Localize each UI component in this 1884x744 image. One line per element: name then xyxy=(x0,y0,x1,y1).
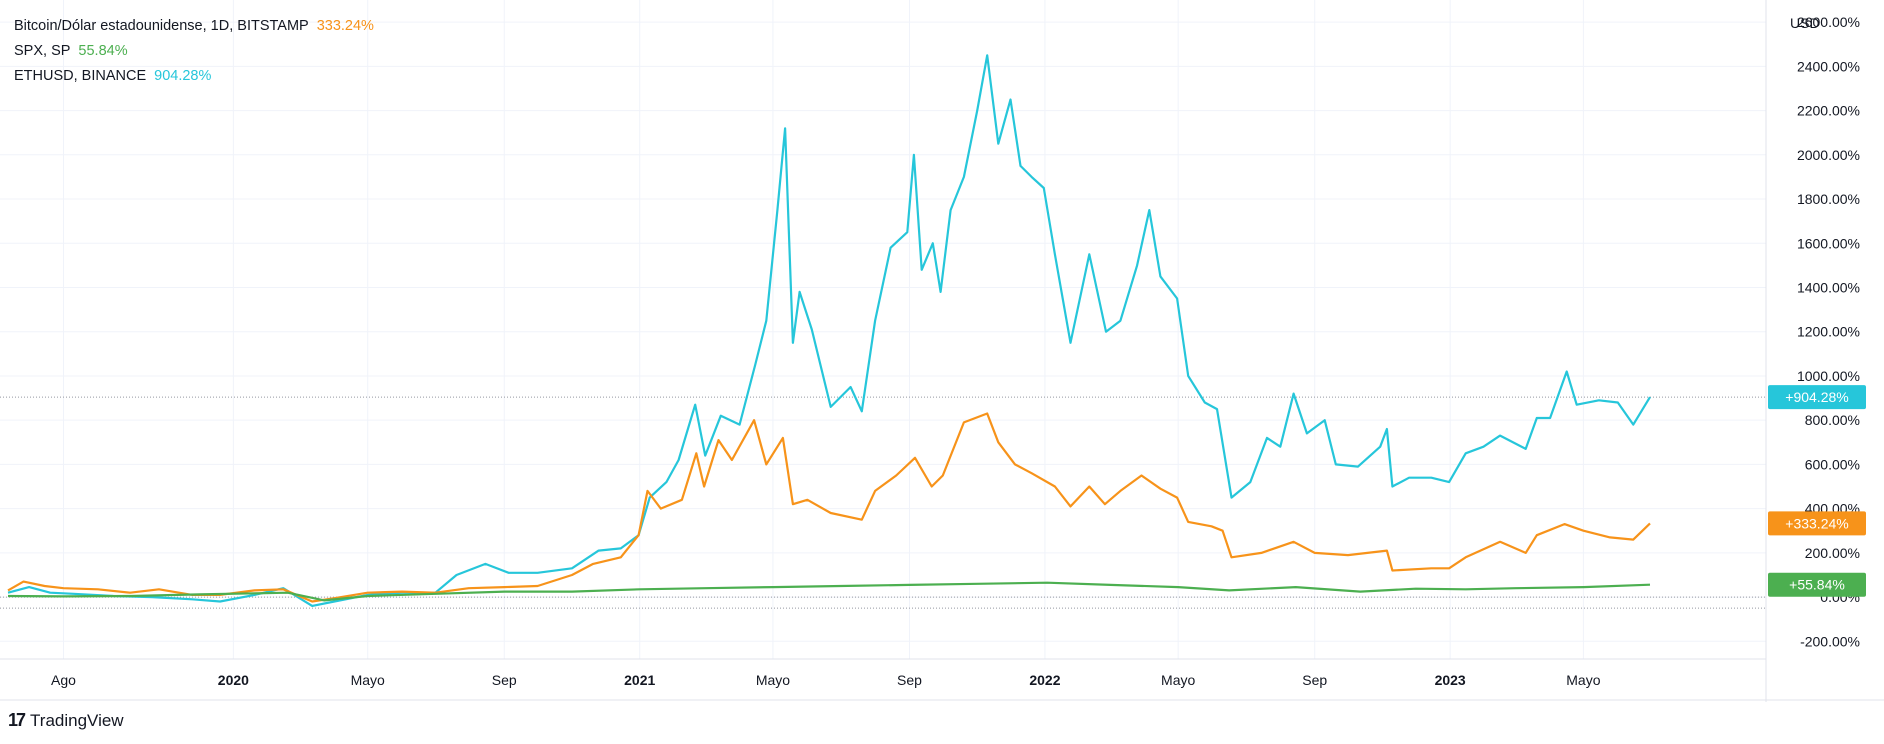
x-tick-label: 2021 xyxy=(624,672,655,688)
y-tick-label: 1600.00% xyxy=(1797,235,1860,251)
y-tick-label: 200.00% xyxy=(1805,545,1860,561)
x-tick-label: 2022 xyxy=(1029,672,1060,688)
x-tick-label: Ago xyxy=(51,672,76,688)
y-tick-label: 2200.00% xyxy=(1797,103,1860,119)
currency-unit[interactable]: USD xyxy=(1790,15,1820,31)
last-value-tag: +55.84% xyxy=(1768,572,1866,597)
x-tick-label: Sep xyxy=(1302,672,1327,688)
grid xyxy=(0,0,1766,659)
y-tick-label: 1000.00% xyxy=(1797,368,1860,384)
series-line xyxy=(7,412,1651,603)
brand-name: TradingView xyxy=(30,710,124,730)
x-tick-label: Mayo xyxy=(1161,672,1195,688)
x-tick-label: 2020 xyxy=(218,672,249,688)
y-tick-label: -200.00% xyxy=(1800,633,1860,649)
legend-value: 55.84% xyxy=(78,43,128,59)
tradingview-brand[interactable]: 17 TradingView xyxy=(8,710,124,731)
last-value-tag: +333.24% xyxy=(1768,511,1866,536)
last-value-tag-text: +333.24% xyxy=(1785,515,1848,531)
legend: Bitcoin/Dólar estadounidense, 1D, BITSTA… xyxy=(14,14,374,89)
legend-label: Bitcoin/Dólar estadounidense, 1D, BITSTA… xyxy=(14,18,309,34)
legend-item-btc[interactable]: Bitcoin/Dólar estadounidense, 1D, BITSTA… xyxy=(14,14,374,39)
series-line xyxy=(7,54,1651,607)
last-value-tag-bg xyxy=(1768,572,1866,597)
series-lines xyxy=(7,54,1651,607)
last-value-tag: +904.28% xyxy=(1768,385,1866,410)
y-tick-label: 1200.00% xyxy=(1797,324,1860,340)
y-tick-label: 1400.00% xyxy=(1797,279,1860,295)
y-tick-label: 600.00% xyxy=(1805,456,1860,472)
last-value-tag-bg xyxy=(1768,385,1866,410)
legend-label: ETHUSD, BINANCE xyxy=(14,68,147,84)
y-tick-label: 800.00% xyxy=(1805,412,1860,428)
last-value-tags: +904.28% +333.24% +55.84% xyxy=(1768,385,1866,597)
x-tick-label: Mayo xyxy=(351,672,385,688)
reference-lines xyxy=(0,396,1766,609)
x-tick-label: Sep xyxy=(492,672,517,688)
x-tick-label: Mayo xyxy=(1566,672,1600,688)
y-tick-label: 2000.00% xyxy=(1797,147,1860,163)
legend-label: SPX, SP xyxy=(14,43,71,59)
last-value-tag-text: +55.84% xyxy=(1789,577,1845,593)
x-tick-label: 2023 xyxy=(1435,672,1466,688)
time-axis[interactable]: Ago 2020 Mayo Sep 2021 Mayo Sep 2022 Mayo Sep 2023… xyxy=(51,672,1601,688)
x-tick-label: Sep xyxy=(897,672,922,688)
legend-item-eth[interactable]: ETHUSD, BINANCE 904.28% xyxy=(14,64,374,89)
legend-value: 333.24% xyxy=(316,18,374,34)
y-tick-label: 1800.00% xyxy=(1797,191,1860,207)
series-line xyxy=(7,581,1651,602)
last-value-tag-text: +904.28% xyxy=(1785,389,1848,405)
y-tick-label: 2600.00% xyxy=(1797,14,1860,30)
y-tick-label: 2400.00% xyxy=(1797,58,1860,74)
tradingview-logo-icon: 17 xyxy=(8,710,26,730)
last-value-tag-bg xyxy=(1768,511,1866,536)
legend-item-spx[interactable]: SPX, SP 55.84% xyxy=(14,39,374,64)
price-axis[interactable]: 2600.00% 2400.00% 2200.00% 2000.00% 1800.00%… xyxy=(1797,14,1860,649)
legend-value: 904.28% xyxy=(154,68,212,84)
x-tick-label: Mayo xyxy=(756,672,790,688)
